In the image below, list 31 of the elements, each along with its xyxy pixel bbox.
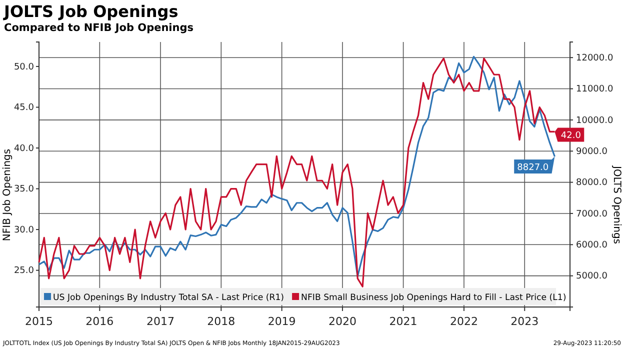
x-tick-label: 2019	[268, 314, 296, 328]
y-axis-title: NFIB Job Openings	[2, 148, 13, 242]
x-tick-label: 2015	[25, 314, 53, 328]
legend-label: NFIB Small Business Job Openings Hard to Fill - Last Price (L1)	[301, 293, 566, 303]
y2-tick-label: 6000.0	[576, 240, 608, 251]
data-label: 42.0	[560, 131, 582, 142]
x-tick-label: 2023	[510, 314, 539, 328]
data-label: 8827.0	[517, 163, 549, 174]
x-tick-label: 2021	[389, 314, 418, 328]
y2-tick-label: 5000.0	[576, 272, 608, 282]
legend-label: US Job Openings By Industry Total SA - Last Price (R1)	[53, 293, 284, 303]
y2-tick-label: 12000.0	[576, 53, 614, 64]
y2-tick-label: 9000.0	[576, 147, 608, 157]
y-tick-label: 25.0	[14, 266, 34, 276]
x-tick-label: 2018	[207, 314, 236, 328]
y-tick-label: 35.0	[14, 184, 34, 195]
y2-tick-label: 10000.0	[576, 116, 614, 126]
x-tick-label: 2017	[146, 314, 174, 328]
y2-axis-title: JOLTS Openings	[611, 164, 622, 244]
y2-tick-label: 7000.0	[576, 209, 608, 220]
x-tick-label: 2020	[328, 314, 356, 328]
x-tick-label: 2022	[450, 314, 478, 328]
y-tick-label: 50.0	[14, 62, 34, 72]
y2-tick-label: 11000.0	[576, 84, 614, 95]
chart-title: JOLTS Job Openings	[3, 2, 178, 21]
chart-subtitle: Compared to NFIB Job Openings	[4, 22, 194, 34]
x-tick-label: 2016	[86, 314, 114, 328]
y-tick-label: 45.0	[14, 103, 34, 114]
y-tick-label: 40.0	[14, 144, 34, 154]
y-tick-label: 30.0	[14, 225, 34, 236]
y2-tick-label: 8000.0	[576, 178, 608, 188]
